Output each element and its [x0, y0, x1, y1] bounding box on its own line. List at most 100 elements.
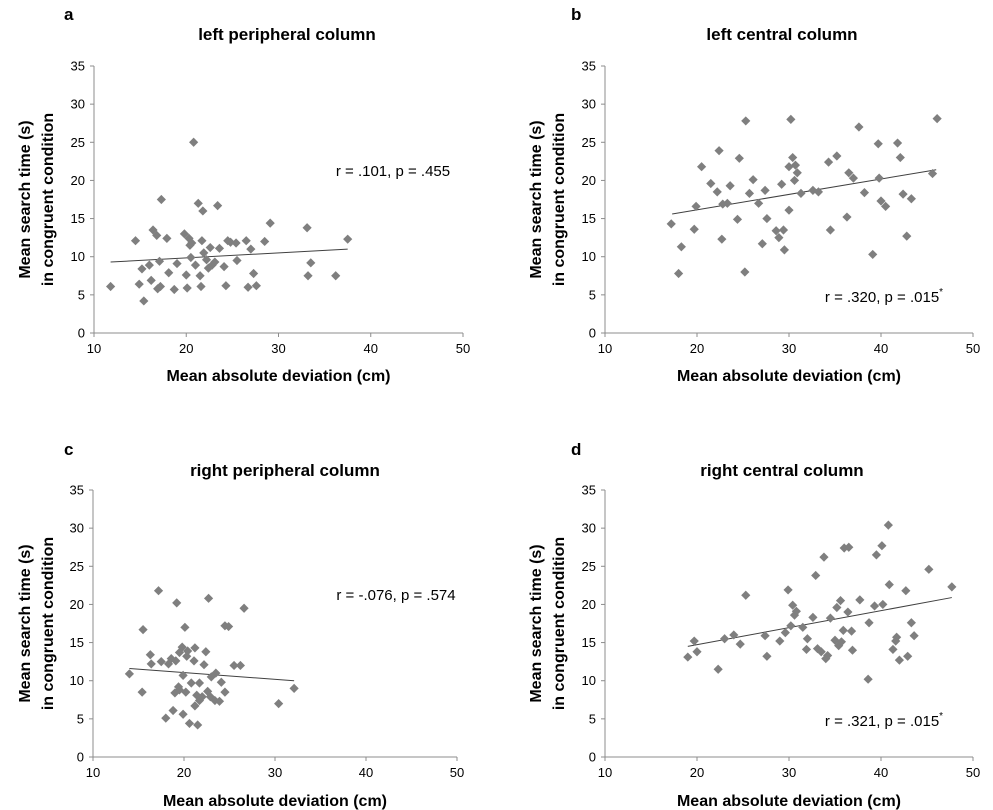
- data-point: [891, 636, 901, 646]
- data-point: [216, 677, 226, 687]
- data-point: [134, 279, 144, 289]
- x-tick-label: 20: [179, 341, 193, 356]
- data-point: [830, 635, 840, 645]
- data-point: [223, 621, 234, 632]
- data-point: [788, 600, 798, 610]
- data-point: [189, 656, 199, 666]
- data-point: [306, 258, 316, 268]
- data-point: [734, 153, 744, 163]
- data-point: [741, 590, 751, 600]
- data-point: [883, 520, 893, 530]
- data-point: [884, 579, 894, 590]
- data-point: [932, 114, 942, 124]
- data-point: [832, 602, 842, 613]
- y-tick-label: 30: [71, 97, 85, 112]
- data-point: [808, 185, 818, 195]
- y-tick-label: 0: [589, 326, 596, 341]
- data-point: [206, 672, 216, 682]
- data-point: [762, 651, 772, 661]
- data-point: [181, 687, 191, 697]
- panel-letter: d: [571, 440, 581, 459]
- x-tick-label: 50: [450, 765, 464, 780]
- data-point: [847, 645, 858, 655]
- data-point: [779, 245, 789, 255]
- x-tick-label: 30: [268, 765, 282, 780]
- data-point: [190, 260, 201, 270]
- y-tick-label: 20: [70, 597, 84, 612]
- data-point: [873, 139, 883, 149]
- data-point: [144, 260, 154, 270]
- data-point: [194, 695, 205, 706]
- y-axis-title-line1: Mean search time (s): [528, 120, 545, 278]
- data-point: [181, 270, 191, 280]
- data-point: [877, 541, 887, 551]
- data-point: [172, 598, 182, 608]
- data-point: [888, 644, 898, 655]
- data-point: [813, 187, 824, 197]
- y-tick-label: 15: [70, 635, 84, 650]
- y-tick-label: 35: [70, 483, 84, 498]
- y-tick-label: 20: [71, 173, 85, 188]
- panel-d: d right central column 0 5 10 15 20 25 30 35 10 20 3…: [528, 440, 980, 810]
- data-point: [195, 271, 205, 281]
- data-point: [241, 236, 251, 246]
- data-point: [741, 116, 751, 126]
- data-point: [676, 242, 686, 252]
- y-tick-label: 5: [77, 711, 84, 726]
- data-point: [848, 173, 858, 183]
- data-point: [289, 683, 299, 693]
- y-tick-label: 35: [582, 483, 596, 498]
- data-point: [274, 699, 284, 709]
- x-tick-label: 40: [874, 765, 888, 780]
- data-point: [846, 626, 857, 636]
- data-point: [138, 625, 148, 635]
- data-point: [137, 264, 147, 274]
- panel-letter: b: [571, 5, 581, 24]
- data-point: [210, 257, 220, 267]
- x-tick-label: 10: [87, 341, 101, 356]
- data-point: [729, 630, 739, 640]
- data-point: [892, 632, 902, 642]
- data-point: [192, 690, 202, 700]
- data-point: [834, 641, 844, 651]
- data-point: [798, 622, 808, 632]
- data-point: [735, 639, 745, 649]
- data-point: [811, 570, 821, 581]
- data-point: [187, 238, 197, 248]
- data-point: [689, 224, 699, 234]
- data-point: [194, 678, 205, 688]
- data-point: [722, 198, 732, 208]
- y-axis-title-line2: in congruent condition: [551, 537, 568, 710]
- data-point: [874, 173, 884, 183]
- data-point: [155, 281, 166, 292]
- y-tick-label: 15: [582, 635, 596, 650]
- data-point: [790, 160, 801, 170]
- data-point: [137, 687, 147, 697]
- y-tick-label: 15: [582, 211, 596, 226]
- data-point: [163, 659, 174, 669]
- data-point: [892, 138, 903, 148]
- data-point: [146, 275, 156, 285]
- data-point: [302, 223, 312, 233]
- data-point: [331, 271, 341, 281]
- data-point: [901, 586, 911, 596]
- data-point: [172, 258, 182, 269]
- data-point: [197, 692, 207, 702]
- data-point: [876, 196, 886, 206]
- data-point: [666, 219, 676, 229]
- data-point: [182, 283, 192, 293]
- data-point: [201, 647, 211, 657]
- data-point: [691, 201, 701, 211]
- data-point: [720, 634, 730, 644]
- data-point: [825, 613, 835, 623]
- data-point: [843, 607, 853, 617]
- panel-title: left peripheral column: [198, 25, 376, 44]
- data-point: [714, 146, 724, 156]
- data-point: [674, 268, 684, 279]
- x-tick-label: 50: [966, 341, 980, 356]
- data-point: [156, 194, 166, 205]
- data-point: [744, 188, 755, 198]
- data-point: [821, 653, 831, 664]
- data-point: [303, 271, 313, 281]
- data-point: [190, 643, 200, 653]
